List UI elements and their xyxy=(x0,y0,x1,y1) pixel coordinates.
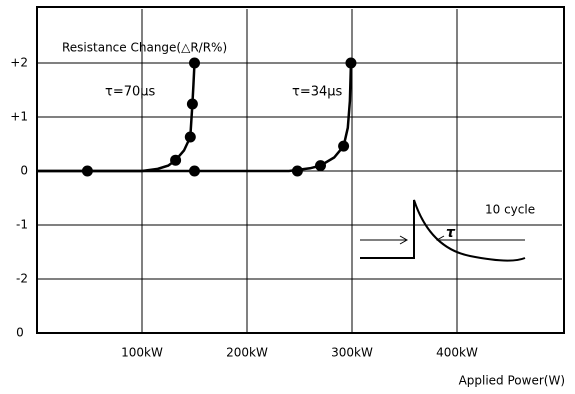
inset-tau: τ xyxy=(446,225,456,241)
x-tick-label: 300kW xyxy=(331,346,373,360)
x-tick-label: 0 xyxy=(16,326,24,340)
y-tick-label: +2 xyxy=(10,56,28,70)
data-point xyxy=(338,140,350,152)
series-label: τ=34μs xyxy=(292,85,343,100)
data-point xyxy=(170,154,182,166)
y-tick-label: +1 xyxy=(10,110,28,124)
data-point xyxy=(184,131,196,143)
x-tick-label: 400kW xyxy=(436,346,478,360)
inset-label: 10 cycle xyxy=(485,203,535,217)
data-point xyxy=(315,160,326,172)
y-axis-title: Resistance Change(△R/R%) xyxy=(62,41,227,55)
arrow-head xyxy=(399,235,409,245)
y-tick-label: -2 xyxy=(16,272,28,286)
x-tick-label: 200kW xyxy=(226,346,268,360)
series-label: τ=70μs xyxy=(105,85,156,100)
pulse-curve xyxy=(360,199,526,262)
data-point xyxy=(189,57,200,69)
y-tick-label: -1 xyxy=(16,218,28,232)
data-point xyxy=(186,98,198,110)
x-axis-title: Applied Power(W) xyxy=(459,374,565,388)
x-tick-label: 100kW xyxy=(121,346,163,360)
inset-diagram xyxy=(360,199,526,262)
data-point xyxy=(291,165,303,177)
arrow-head xyxy=(435,235,445,245)
data-point xyxy=(345,57,357,69)
y-tick-label: 0 xyxy=(20,164,28,178)
